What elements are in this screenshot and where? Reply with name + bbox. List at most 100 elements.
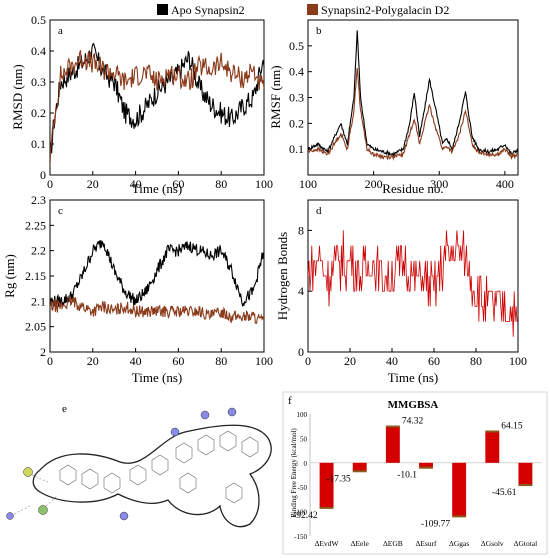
panel-b-ylabel: RMSF (nm) xyxy=(268,65,283,128)
y-tick-label: -100 xyxy=(294,509,307,517)
y-tick-label: 0.1 xyxy=(31,137,46,151)
bar-value-label: 64.15 xyxy=(501,421,523,431)
bar xyxy=(419,462,433,468)
y-tick-label: 2.1 xyxy=(31,294,46,308)
bar xyxy=(385,426,400,463)
x-tick-label: 80 xyxy=(470,354,482,368)
panel-b-label: b xyxy=(316,25,322,37)
x-tick-label: 100 xyxy=(299,177,317,191)
x-tick-label: 80 xyxy=(215,354,227,368)
x-tick-label: 0 xyxy=(305,354,311,368)
panel-c-rg: c 0 20 40 60 80 100 2 2.05 2.1 2.15 2.2 2.25 2.3 Tim… xyxy=(2,193,273,385)
y-tick-label: 0.3 xyxy=(289,91,304,105)
x-tick-label: 40 xyxy=(130,177,142,191)
bar-value-label: -10.1 xyxy=(397,471,417,481)
x-tick-label: 40 xyxy=(386,354,398,368)
panel-f-ylabel: Binding Free Energy (kcal/mol) xyxy=(290,428,298,518)
category-label: ΔGtotal xyxy=(514,539,538,548)
panel-d-ylabel: Hydrogen Bonds xyxy=(275,232,290,320)
panel-d-series xyxy=(308,230,518,337)
x-tick-label: 300 xyxy=(430,177,448,191)
y-tick-label: -50 xyxy=(298,484,308,492)
panel-f-bars: -92.42 ΔEvdW -17.35 ΔEele 74.32 ΔEGB -10.1 ΔEsu… xyxy=(293,417,537,548)
y-tick-label: 0.5 xyxy=(289,39,304,53)
x-tick-label: 100 xyxy=(509,354,527,368)
panel-a-xlabel: Time (ns) xyxy=(132,181,182,196)
x-tick-label: 60 xyxy=(172,177,184,191)
x-tick-label: 400 xyxy=(496,177,514,191)
ligand-rings xyxy=(59,430,259,504)
panel-c-label: c xyxy=(58,205,63,217)
residue-marker-icon xyxy=(170,427,180,437)
panel-b-xlabel: Residue no. xyxy=(382,181,443,196)
panel-d-ticks: 0 20 40 60 80 100 0 4 8 xyxy=(298,223,527,368)
category-label: ΔEvdW xyxy=(315,539,340,548)
x-tick-label: 0 xyxy=(47,354,53,368)
panel-b-rmsf: b 100 200 300 400 0.1 0.2 0.3 0.4 0.5 Residue no… xyxy=(268,19,519,196)
y-tick-label: 2.3 xyxy=(31,193,46,207)
x-tick-label: 0 xyxy=(47,177,53,191)
y-tick-label: -150 xyxy=(294,533,307,541)
panel-f-title: MMGBSA xyxy=(388,399,439,411)
panel-e-interaction-diagram: e xyxy=(6,403,272,528)
y-tick-label: 0.5 xyxy=(31,13,46,27)
panel-a-ticks: 0 20 40 60 80 100 0 0.1 0.2 0.3 0.4 0.5 xyxy=(31,13,273,191)
x-tick-label: 20 xyxy=(87,177,99,191)
panel-a-rmsd: a 0 20 40 60 80 100 0 0.1 0.2 0.3 0.4 0.5 Time (ns)… xyxy=(10,13,273,196)
panel-c-ylabel: Rg (nm) xyxy=(2,254,17,298)
y-tick-label: 0.4 xyxy=(289,65,304,79)
category-label: ΔEGB xyxy=(383,539,403,548)
panel-c-frame xyxy=(49,199,265,353)
residue-marker-icon xyxy=(23,467,33,477)
y-tick-label: 2 xyxy=(40,345,46,359)
residue-marker-icon xyxy=(6,512,14,520)
legend-label-apo: Apo Synapsin2 xyxy=(171,3,245,17)
series-line-complex xyxy=(50,296,264,325)
panel-c-series xyxy=(50,240,264,325)
category-label: ΔEsurf xyxy=(415,539,437,548)
panel-d-xlabel: Time (ns) xyxy=(388,370,438,385)
bar-value-label: -17.35 xyxy=(326,474,351,484)
bar-value-label: -92.42 xyxy=(293,511,318,521)
series-line-complex xyxy=(308,230,518,337)
bar xyxy=(319,462,334,508)
y-tick-label: 0.2 xyxy=(289,116,304,130)
panel-d-hbonds: d 0 20 40 60 80 100 0 4 8 Time (ns) Hydrogen Bon… xyxy=(275,199,527,385)
category-label: ΔGgas xyxy=(449,539,469,548)
y-tick-label: 0.3 xyxy=(31,75,46,89)
y-tick-label: 2.15 xyxy=(25,269,46,283)
x-tick-label: 60 xyxy=(172,354,184,368)
legend-swatch-apo xyxy=(157,4,168,15)
y-tick-label: 2.25 xyxy=(25,218,46,232)
bar xyxy=(518,462,533,486)
panel-a-label: a xyxy=(58,25,63,37)
x-tick-label: 40 xyxy=(130,354,142,368)
y-tick-label: 8 xyxy=(298,223,304,237)
x-tick-label: 20 xyxy=(344,354,356,368)
bar-value-label: 74.32 xyxy=(402,417,424,427)
panel-c-xlabel: Time (ns) xyxy=(132,370,182,385)
y-tick-label: 50 xyxy=(300,435,308,443)
legend-label-complex: Synapsin2-Polygalacin D2 xyxy=(321,3,449,17)
panel-e-label: e xyxy=(62,403,67,415)
legend-swatch-complex xyxy=(307,4,318,15)
panel-b-series xyxy=(308,30,518,161)
panel-a-ylabel: RMSD (nm) xyxy=(10,64,25,129)
x-tick-label: 200 xyxy=(365,177,383,191)
series-line-complex xyxy=(308,68,518,161)
panel-c-ticks: 0 20 40 60 80 100 2 2.05 2.1 2.15 2.2 2.25 2.3 xyxy=(25,193,273,368)
x-tick-label: 100 xyxy=(255,354,273,368)
panel-d-label: d xyxy=(316,205,322,217)
panel-f-label: f xyxy=(288,395,292,407)
legend: Apo Synapsin2 Synapsin2-Polygalacin D2 xyxy=(157,3,449,17)
ligand-contour xyxy=(32,424,272,528)
panel-b-ticks: 100 200 300 400 0.1 0.2 0.3 0.4 0.5 xyxy=(289,39,514,191)
panel-a-series xyxy=(50,42,264,167)
residue-marker-icon xyxy=(227,407,237,417)
y-tick-label: 100 xyxy=(297,411,308,419)
bar-value-label: -45.61 xyxy=(492,488,517,498)
y-tick-label: 0.4 xyxy=(31,44,46,58)
y-tick-label: 4 xyxy=(298,284,304,298)
residue-marker-icon xyxy=(38,505,48,515)
